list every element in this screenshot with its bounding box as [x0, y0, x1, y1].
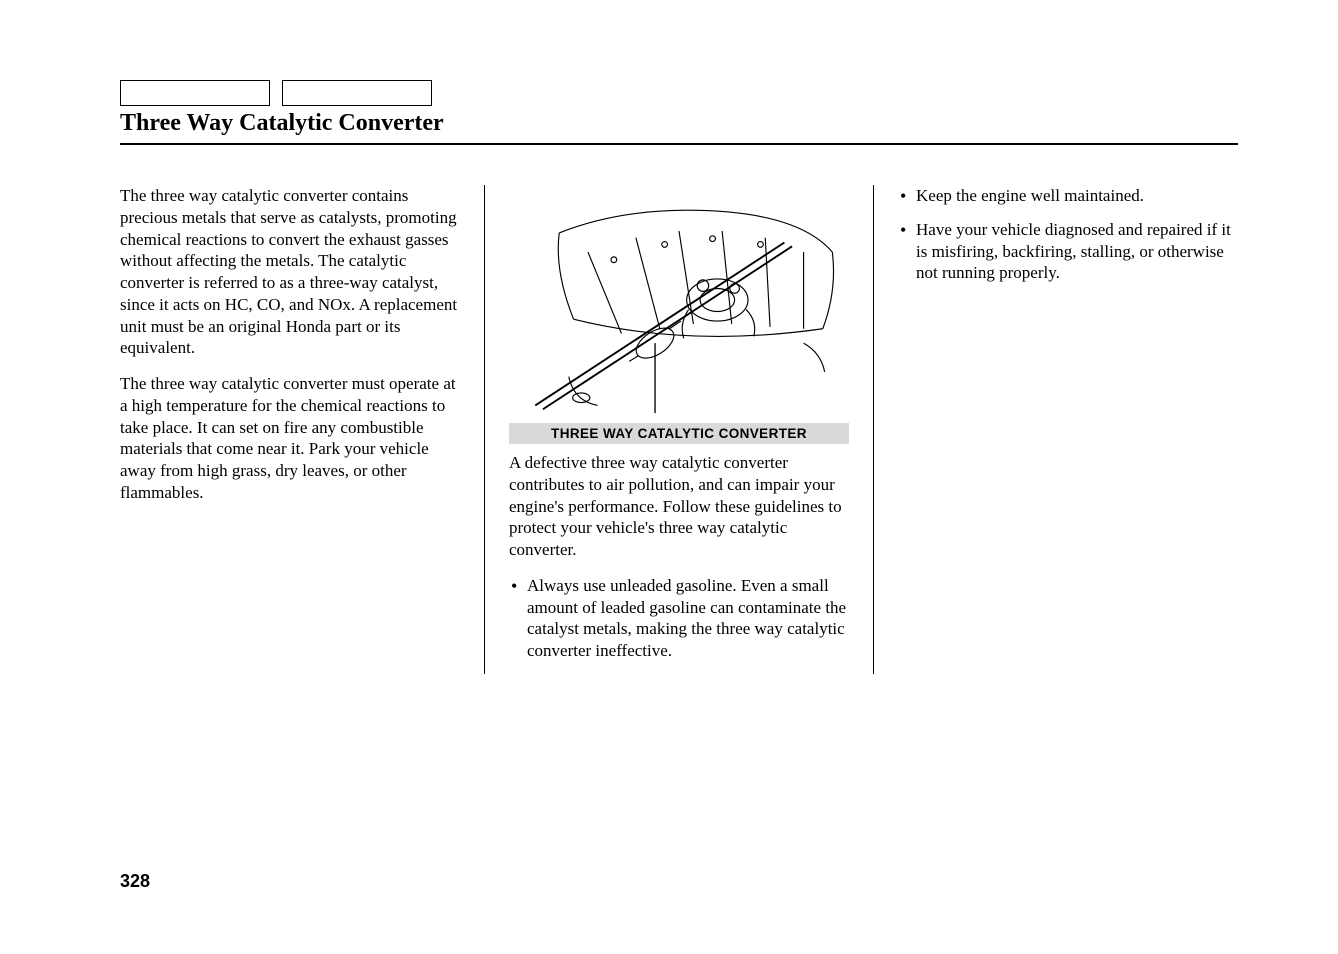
column-1: The three way catalytic converter contai… [120, 185, 484, 674]
header-box-left [120, 80, 270, 106]
header-placeholder-boxes [120, 80, 1238, 106]
column-2: THREE WAY CATALYTIC CONVERTER A defectiv… [484, 185, 873, 674]
page-number: 328 [120, 871, 150, 892]
col2-para1: A defective three way catalytic converte… [509, 452, 849, 561]
column-3: Keep the engine well maintained. Have yo… [873, 185, 1238, 674]
col1-para1: The three way catalytic converter contai… [120, 185, 460, 359]
header-box-right [282, 80, 432, 106]
col2-bullet-list: Always use unleaded gasoline. Even a sma… [509, 575, 849, 662]
col3-bullet-1: Keep the engine well maintained. [898, 185, 1238, 207]
diagram-caption: THREE WAY CATALYTIC CONVERTER [509, 423, 849, 444]
col1-para2: The three way catalytic converter must o… [120, 373, 460, 504]
col3-bullet-list: Keep the engine well maintained. Have yo… [898, 185, 1238, 284]
engine-undercarriage-illustration [509, 185, 849, 415]
col3-bullet-2: Have your vehicle diagnosed and repaired… [898, 219, 1238, 284]
col2-bullet-1: Always use unleaded gasoline. Even a sma… [509, 575, 849, 662]
page-title: Three Way Catalytic Converter [120, 110, 1238, 145]
catalytic-converter-diagram [509, 185, 849, 421]
content-columns: The three way catalytic converter contai… [120, 185, 1238, 674]
